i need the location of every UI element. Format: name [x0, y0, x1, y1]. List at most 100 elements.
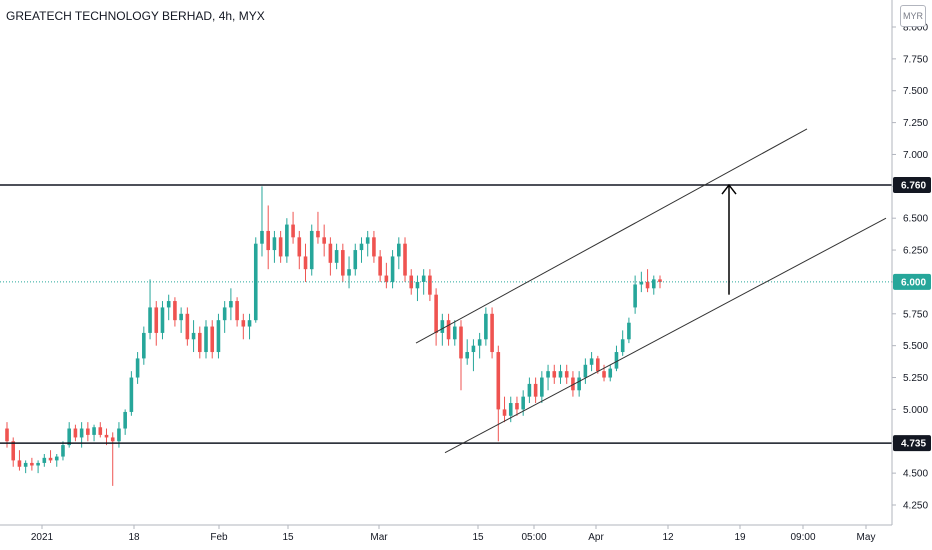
time-tick-label: 2021	[31, 532, 54, 543]
candle-body	[98, 427, 103, 435]
candle-body	[185, 313, 190, 340]
price-tick-label: 6.250	[903, 246, 928, 257]
price-tick-label: 8.000	[903, 23, 928, 34]
candle-body	[564, 371, 569, 378]
candle-body	[558, 371, 563, 378]
time-tick-label: 15	[472, 532, 484, 543]
candle-body	[260, 230, 264, 244]
candle-body	[602, 371, 606, 378]
candle-body	[596, 358, 600, 372]
candle-body	[446, 320, 451, 340]
candle-body	[309, 230, 314, 270]
channel-line	[444, 217, 887, 454]
candle-body	[17, 460, 22, 467]
candle-body	[540, 377, 544, 397]
candle-body	[359, 243, 364, 251]
candle-body	[452, 326, 457, 340]
candle-body	[372, 237, 376, 257]
candle-body	[216, 320, 221, 353]
time-tick-label: 18	[128, 532, 140, 543]
candle-body	[303, 256, 308, 270]
chart-title: GREATECH TECHNOLOGY BERHAD, 4h, MYX	[6, 9, 265, 23]
candle-body	[191, 332, 196, 340]
time-tick-label: Mar	[370, 532, 388, 543]
price-badge-label: 6.760	[901, 181, 926, 192]
candle-body	[440, 320, 445, 333]
candle-body	[123, 411, 127, 429]
candle-body	[390, 256, 395, 282]
candle-body	[160, 307, 165, 333]
candle-body	[378, 256, 382, 276]
candle-body	[620, 339, 625, 353]
candles	[5, 186, 662, 486]
candle-body	[204, 326, 208, 353]
candle-body	[79, 428, 84, 438]
candle-body	[508, 403, 513, 416]
time-tick-label: 05:00	[521, 532, 546, 543]
candle-body	[328, 243, 333, 263]
candle-body	[589, 358, 594, 365]
time-axis[interactable]: 2021 18 Feb 15 Mar 15 05:00 Apr 12 19 09:00 May	[31, 525, 876, 543]
price-badge	[893, 273, 931, 290]
candle-body	[347, 269, 351, 276]
candle-body	[397, 243, 401, 257]
candle-body	[92, 427, 96, 435]
price-badge-label: 6.000	[901, 277, 926, 288]
candle-body	[316, 230, 320, 238]
candle-body	[459, 326, 463, 359]
candle-body	[179, 313, 183, 321]
time-tick-label: 12	[662, 532, 674, 543]
price-badge	[893, 435, 931, 452]
candle-body	[5, 428, 9, 442]
candle-body	[533, 383, 538, 397]
candle-body	[54, 456, 59, 461]
candle-body	[552, 371, 557, 378]
candle-body	[73, 428, 78, 438]
candle-body	[148, 307, 152, 333]
price-tick-label: 7.750	[903, 54, 928, 65]
candle-body	[341, 250, 345, 276]
candle-body	[104, 434, 109, 438]
candle-body	[365, 237, 370, 244]
candle-body	[285, 224, 289, 257]
candle-body	[527, 383, 532, 397]
time-tick-label: Apr	[588, 532, 604, 543]
candle-body	[23, 462, 28, 467]
candle-body	[117, 428, 121, 442]
candle-body	[322, 237, 326, 244]
candle-body	[515, 403, 519, 410]
candle-body	[490, 313, 494, 353]
candle-body	[633, 284, 637, 308]
candle-body	[583, 364, 588, 378]
candle-body	[291, 224, 295, 238]
time-tick-label: 15	[282, 532, 294, 543]
time-tick-label: Feb	[210, 532, 228, 543]
candle-body	[154, 307, 159, 333]
time-tick-label: May	[857, 532, 876, 543]
price-tick-label: 4.500	[903, 469, 928, 480]
target-arrow-head	[721, 183, 737, 195]
candle-body	[608, 368, 613, 378]
candle-body	[210, 326, 215, 353]
price-tick-label: 5.250	[903, 373, 928, 384]
candle-body	[334, 250, 339, 263]
price-badge-label: 4.735	[901, 439, 926, 450]
candle-body	[11, 441, 16, 461]
candle-body	[577, 377, 581, 391]
candle-body	[229, 301, 233, 308]
price-badge	[893, 177, 931, 194]
candle-body	[502, 409, 507, 416]
currency-button[interactable]: MYR	[900, 5, 926, 27]
candle-body	[110, 437, 115, 442]
drawings	[0, 128, 892, 454]
candle-body	[129, 377, 134, 412]
candle-body	[197, 332, 202, 353]
price-tick-label: 5.500	[903, 341, 928, 352]
candle-body	[241, 320, 246, 327]
time-tick-label: 19	[734, 532, 746, 543]
price-tick-label: 7.250	[903, 118, 928, 129]
candle-body	[48, 457, 53, 461]
candle-body	[614, 352, 619, 369]
candle-body	[86, 428, 90, 435]
